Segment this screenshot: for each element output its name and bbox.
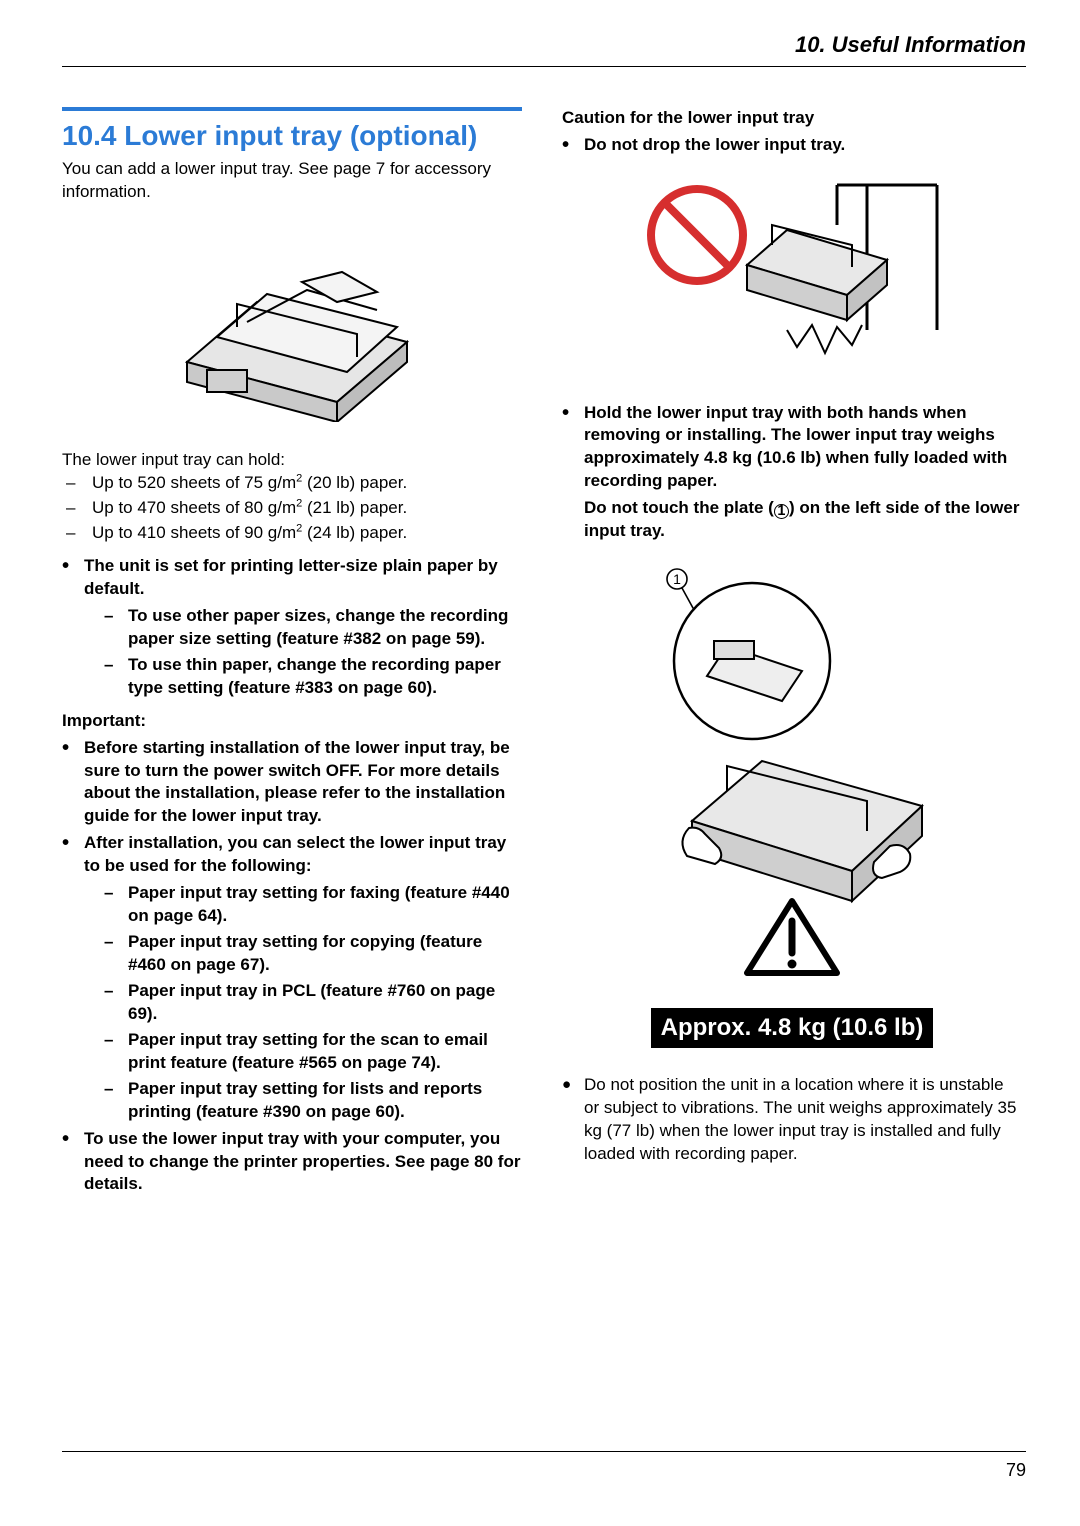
- tray-illustration: [147, 222, 437, 422]
- important-bullet: • Before starting installation of the lo…: [62, 737, 522, 829]
- caution-heading: Caution for the lower input tray: [562, 107, 1022, 130]
- dash-icon: –: [104, 882, 128, 928]
- capacity-list: – Up to 520 sheets of 75 g/m2 (20 lb) pa…: [62, 472, 522, 545]
- default-note-text: The unit is set for printing letter-size…: [84, 555, 522, 601]
- capacity-text: Up to 470 sheets of 80 g/m2 (21 lb) pape…: [92, 497, 407, 520]
- bullet-icon: •: [62, 737, 84, 829]
- list-item: – Paper input tray setting for lists and…: [62, 1078, 522, 1124]
- left-column: 10.4 Lower input tray (optional) You can…: [62, 73, 522, 1201]
- dash-icon: –: [104, 1078, 128, 1124]
- important-label: Important:: [62, 710, 522, 733]
- sub-text: Paper input tray in PCL (feature #760 on…: [128, 980, 522, 1026]
- footer-rule: [62, 1451, 1026, 1452]
- dash-icon: –: [104, 605, 128, 651]
- hold-figure: 1: [562, 561, 1022, 988]
- hold-tray-illustration: 1: [632, 561, 952, 981]
- dash-icon: –: [104, 931, 128, 977]
- list-item: – Paper input tray setting for faxing (f…: [62, 882, 522, 928]
- two-column-layout: 10.4 Lower input tray (optional) You can…: [62, 73, 1026, 1201]
- dash-icon: –: [104, 654, 128, 700]
- header-rule: 10. Useful Information: [62, 30, 1026, 67]
- capacity-text: Up to 520 sheets of 75 g/m2 (20 lb) pape…: [92, 472, 407, 495]
- dash-icon: –: [104, 980, 128, 1026]
- bullet-text: Before starting installation of the lowe…: [84, 737, 522, 829]
- drop-figure: [562, 175, 1022, 382]
- list-item: – Paper input tray setting for copying (…: [62, 931, 522, 977]
- sub-text: Paper input tray setting for lists and r…: [128, 1078, 522, 1124]
- callout-number-inline: 1: [774, 504, 789, 519]
- weight-box: Approx. 4.8 kg (10.6 lb): [562, 1008, 1022, 1048]
- bullet-text: Do not drop the lower input tray.: [584, 134, 845, 157]
- plate-note: Do not touch the plate (1) on the left s…: [562, 497, 1022, 543]
- page-number: 79: [1006, 1458, 1026, 1482]
- sub-text: Paper input tray setting for copying (fe…: [128, 931, 522, 977]
- sub-text: To use thin paper, change the recording …: [128, 654, 522, 700]
- sub-text: Paper input tray setting for the scan to…: [128, 1029, 522, 1075]
- bullet-icon: ●: [562, 1074, 584, 1166]
- section-heading: 10.4 Lower input tray (optional): [62, 117, 522, 155]
- bullet-text: Do not position the unit in a location w…: [584, 1074, 1022, 1166]
- list-item: – To use thin paper, change the recordin…: [62, 654, 522, 700]
- hold-note: • Hold the lower input tray with both ha…: [562, 402, 1022, 494]
- dash-icon: –: [104, 1029, 128, 1075]
- list-item: – Up to 520 sheets of 75 g/m2 (20 lb) pa…: [62, 472, 522, 495]
- list-item: – To use other paper sizes, change the r…: [62, 605, 522, 651]
- bullet-icon: •: [62, 555, 84, 601]
- capacity-text: Up to 410 sheets of 90 g/m2 (24 lb) pape…: [92, 522, 407, 545]
- right-column: Caution for the lower input tray • Do no…: [562, 73, 1022, 1201]
- dash-icon: –: [66, 497, 92, 520]
- bullet-icon: •: [562, 134, 584, 157]
- list-item: – Paper input tray setting for the scan …: [62, 1029, 522, 1075]
- sub-text: Paper input tray setting for faxing (fea…: [128, 882, 522, 928]
- sub-text: To use other paper sizes, change the rec…: [128, 605, 522, 651]
- tray-figure: [62, 222, 522, 429]
- do-not-drop: • Do not drop the lower input tray.: [562, 134, 1022, 157]
- prohibit-drop-illustration: [637, 175, 947, 375]
- manual-page: 10. Useful Information 10.4 Lower input …: [0, 0, 1080, 1526]
- bullet-icon: •: [62, 1128, 84, 1197]
- dash-icon: –: [66, 522, 92, 545]
- computer-note: • To use the lower input tray with your …: [62, 1128, 522, 1197]
- default-note: • The unit is set for printing letter-si…: [62, 555, 522, 601]
- section-rule: [62, 107, 522, 111]
- dash-icon: –: [66, 472, 92, 495]
- callout-number: 1: [673, 571, 681, 587]
- bullet-text: To use the lower input tray with your co…: [84, 1128, 522, 1197]
- list-item: – Up to 410 sheets of 90 g/m2 (24 lb) pa…: [62, 522, 522, 545]
- hold-intro: The lower input tray can hold:: [62, 449, 522, 472]
- bullet-icon: •: [562, 402, 584, 494]
- intro-text: You can add a lower input tray. See page…: [62, 158, 522, 204]
- position-note: ● Do not position the unit in a location…: [562, 1074, 1022, 1166]
- list-item: – Up to 470 sheets of 80 g/m2 (21 lb) pa…: [62, 497, 522, 520]
- bullet-icon: •: [62, 832, 84, 878]
- chapter-title: 10. Useful Information: [62, 30, 1026, 66]
- important-bullet: • After installation, you can select the…: [62, 832, 522, 878]
- weight-badge: Approx. 4.8 kg (10.6 lb): [651, 1008, 934, 1048]
- bullet-text: Hold the lower input tray with both hand…: [584, 402, 1022, 494]
- bullet-text: After installation, you can select the l…: [84, 832, 522, 878]
- list-item: – Paper input tray in PCL (feature #760 …: [62, 980, 522, 1026]
